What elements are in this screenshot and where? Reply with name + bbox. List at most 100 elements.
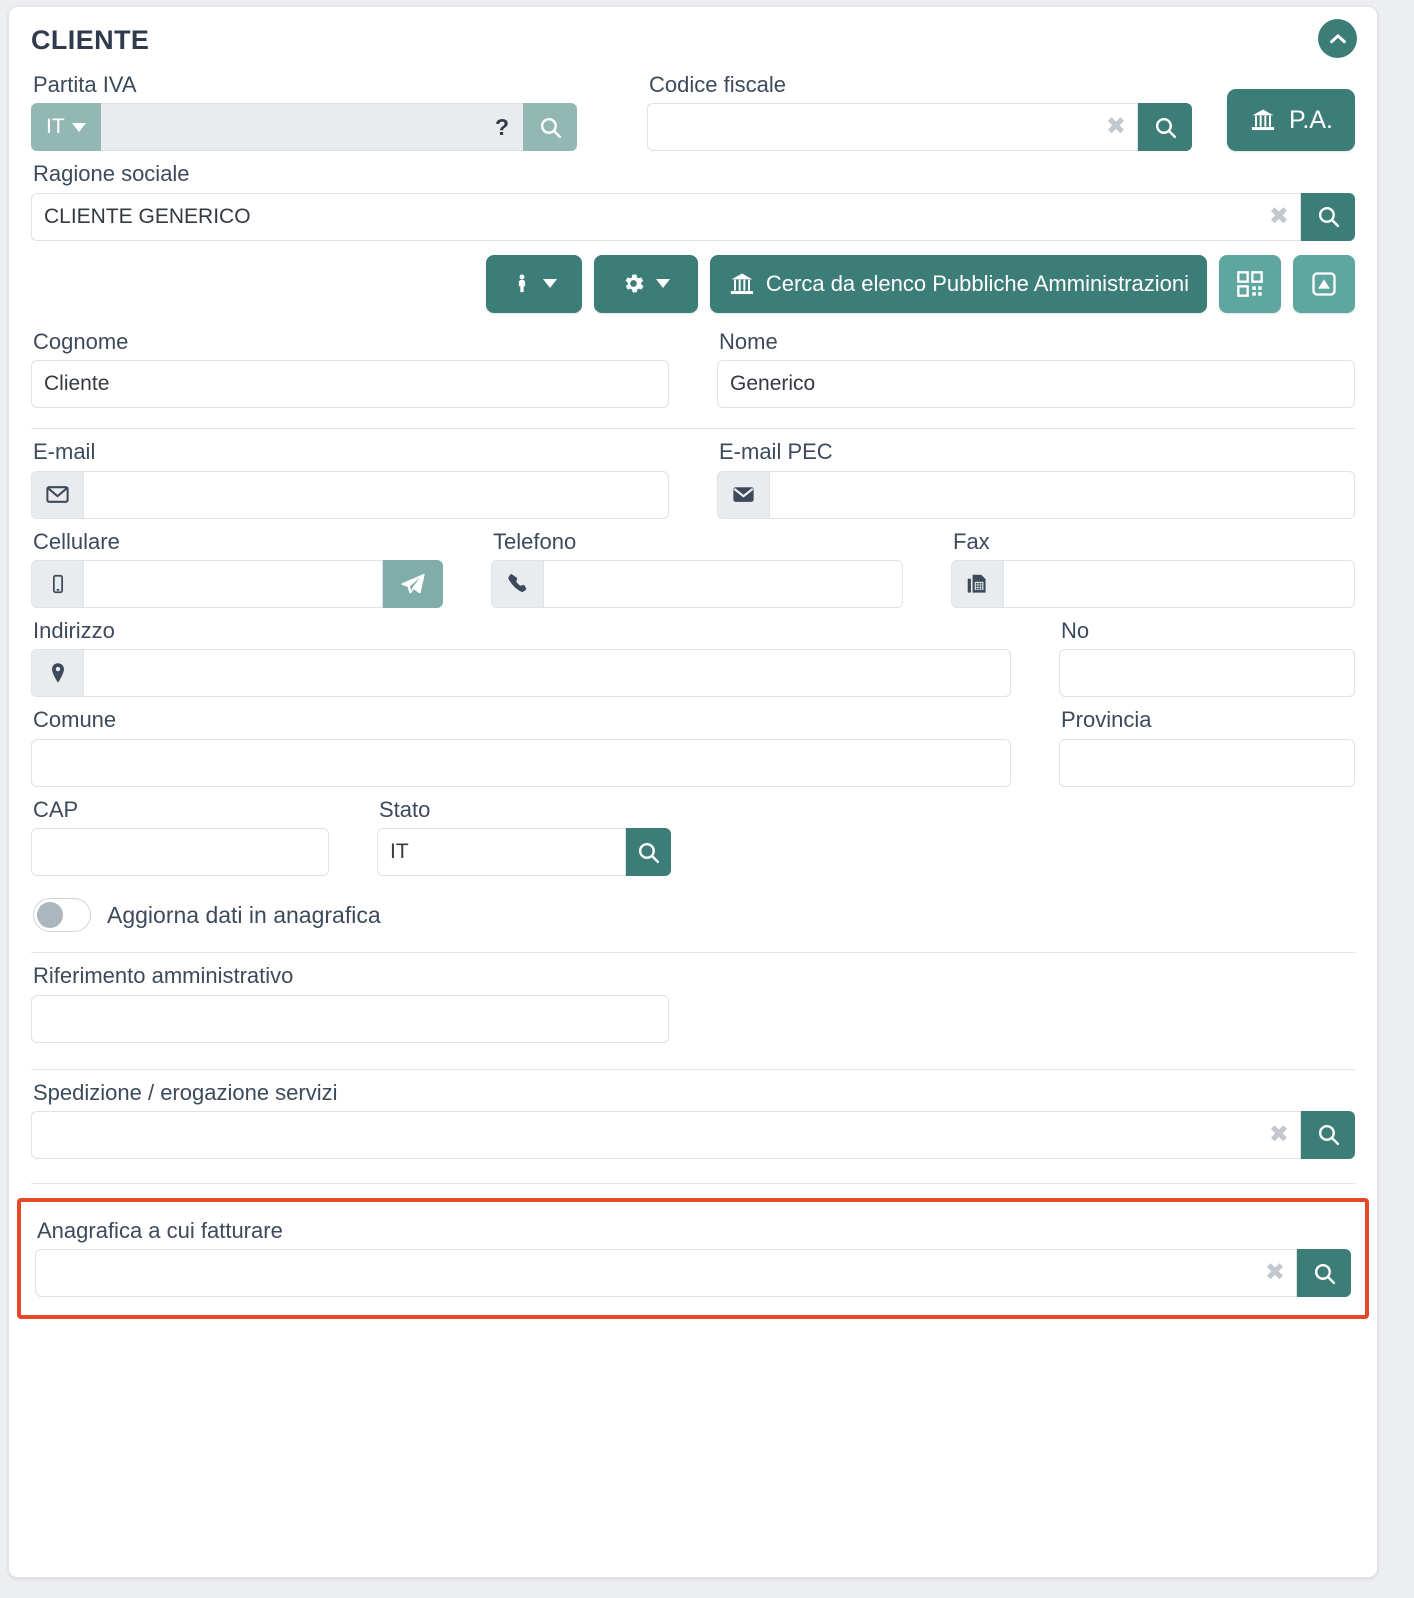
aggiorna-anagrafica-label: Aggiorna dati in anagrafica bbox=[107, 901, 381, 928]
phone-icon bbox=[491, 559, 543, 608]
card-header: CLIENTE bbox=[9, 7, 1377, 62]
envelope-filled-icon bbox=[717, 470, 769, 519]
spedizione-label: Spedizione / erogazione servizi bbox=[33, 1079, 338, 1105]
search-icon bbox=[1312, 1261, 1337, 1286]
numero-civico-input[interactable] bbox=[1059, 649, 1355, 698]
clear-x-icon[interactable]: ✖ bbox=[1268, 1120, 1289, 1148]
anagrafica-fatturare-search-button[interactable] bbox=[1297, 1249, 1351, 1298]
anagrafica-fatturare-label: Anagrafica a cui fatturare bbox=[37, 1217, 283, 1243]
person-dropdown-button[interactable] bbox=[485, 254, 582, 313]
ragione-sociale-label: Ragione sociale bbox=[33, 161, 190, 187]
fax-group bbox=[951, 559, 1355, 608]
provincia-label: Provincia bbox=[1061, 707, 1152, 733]
codice-fiscale-input[interactable] bbox=[647, 103, 1138, 152]
ragione-sociale-group: ✖ bbox=[31, 192, 1355, 241]
email-pec-group bbox=[717, 470, 1355, 519]
partita-iva-country-value: IT bbox=[46, 115, 65, 139]
chevron-up-icon bbox=[1327, 28, 1349, 50]
numero-civico-label: No bbox=[1061, 617, 1090, 643]
partita-iva-help-icon[interactable]: ? bbox=[488, 103, 523, 152]
anagrafica-fatturare-highlight: Anagrafica a cui fatturare ✖ bbox=[17, 1197, 1369, 1320]
divider bbox=[31, 428, 1355, 430]
provincia-input[interactable] bbox=[1059, 738, 1355, 787]
clear-x-icon[interactable]: ✖ bbox=[1268, 202, 1289, 230]
riferimento-amministrativo-input[interactable] bbox=[31, 994, 669, 1043]
cellulare-input[interactable] bbox=[83, 559, 383, 608]
spedizione-block: Spedizione / erogazione servizi ✖ bbox=[31, 1080, 1355, 1159]
stato-label: Stato bbox=[379, 796, 431, 822]
nome-input[interactable] bbox=[717, 360, 1355, 409]
bank-icon bbox=[728, 270, 756, 298]
fax-icon bbox=[951, 559, 1003, 608]
indirizzo-group bbox=[31, 649, 1011, 698]
codice-fiscale-search-button[interactable] bbox=[1138, 103, 1192, 152]
email-pec-label: E-mail PEC bbox=[719, 439, 833, 465]
email-input[interactable] bbox=[83, 470, 669, 519]
spedizione-search-button[interactable] bbox=[1301, 1110, 1355, 1159]
fax-label: Fax bbox=[953, 528, 990, 554]
partita-iva-label: Partita IVA bbox=[33, 72, 137, 97]
aggiorna-anagrafica-toggle[interactable] bbox=[33, 898, 91, 933]
anagrafica-fatturare-input[interactable] bbox=[35, 1249, 1297, 1298]
cellulare-send-button[interactable] bbox=[383, 559, 443, 608]
spedizione-group: ✖ bbox=[31, 1110, 1355, 1159]
ragione-sociale-input[interactable] bbox=[31, 192, 1301, 241]
comune-input[interactable] bbox=[31, 738, 1011, 787]
spedizione-input[interactable] bbox=[31, 1110, 1301, 1159]
codice-fiscale-label: Codice fiscale bbox=[649, 72, 786, 97]
cap-input[interactable] bbox=[31, 828, 329, 877]
anagrafica-fatturare-group: ✖ bbox=[35, 1249, 1351, 1298]
anagrafica-toolbar: Cerca da elenco Pubbliche Amministrazion… bbox=[31, 254, 1355, 313]
telefono-label: Telefono bbox=[493, 528, 577, 554]
cognome-label: Cognome bbox=[33, 328, 129, 354]
partita-iva-input[interactable] bbox=[100, 103, 489, 152]
email-pec-input[interactable] bbox=[769, 470, 1355, 519]
search-icon bbox=[538, 115, 563, 140]
indirizzo-label: Indirizzo bbox=[33, 617, 115, 643]
telefono-input[interactable] bbox=[543, 559, 903, 608]
divider bbox=[31, 1182, 1355, 1184]
cerca-pa-button[interactable]: Cerca da elenco Pubbliche Amministrazion… bbox=[709, 254, 1207, 313]
pa-button-label: P.A. bbox=[1288, 105, 1333, 134]
cerca-pa-button-label: Cerca da elenco Pubbliche Amministrazion… bbox=[765, 270, 1189, 296]
ragione-sociale-search-button[interactable] bbox=[1301, 192, 1355, 241]
caret-down-icon bbox=[71, 122, 86, 132]
search-icon bbox=[1316, 1122, 1341, 1147]
qr-code-button[interactable] bbox=[1219, 254, 1281, 313]
cognome-input[interactable] bbox=[31, 360, 669, 409]
image-upload-button[interactable] bbox=[1293, 254, 1355, 313]
nome-label: Nome bbox=[719, 328, 778, 354]
cliente-card: CLIENTE Partita IVA IT ? bbox=[8, 6, 1378, 1578]
clear-x-icon[interactable]: ✖ bbox=[1264, 1259, 1285, 1287]
ragione-sociale-block: Ragione sociale ✖ bbox=[31, 161, 1355, 241]
search-icon bbox=[1316, 204, 1341, 229]
cap-label: CAP bbox=[33, 796, 79, 822]
stato-input[interactable] bbox=[377, 828, 627, 877]
stato-search-button[interactable] bbox=[626, 828, 671, 877]
person-icon bbox=[511, 271, 533, 297]
map-pin-icon bbox=[31, 649, 83, 698]
cellulare-group bbox=[31, 559, 443, 608]
pa-button[interactable]: P.A. bbox=[1226, 89, 1355, 152]
envelope-outline-icon bbox=[31, 470, 83, 519]
search-icon bbox=[636, 840, 661, 865]
codice-fiscale-group: ✖ bbox=[647, 103, 1192, 152]
indirizzo-input[interactable] bbox=[83, 649, 1011, 698]
email-group bbox=[31, 470, 669, 519]
gear-dropdown-button[interactable] bbox=[593, 254, 698, 313]
partita-iva-country-select[interactable]: IT bbox=[31, 103, 101, 152]
email-label: E-mail bbox=[33, 439, 96, 465]
image-upload-icon bbox=[1310, 270, 1338, 298]
stato-group bbox=[377, 828, 671, 877]
clear-x-icon[interactable]: ✖ bbox=[1105, 113, 1126, 141]
caret-down-icon bbox=[656, 279, 671, 289]
qr-code-icon bbox=[1236, 270, 1264, 298]
fax-input[interactable] bbox=[1003, 559, 1355, 608]
collapse-section-button[interactable] bbox=[1318, 19, 1357, 58]
riferimento-amministrativo-label: Riferimento amministrativo bbox=[33, 963, 294, 989]
partita-iva-group: IT ? bbox=[31, 103, 577, 152]
comune-label: Comune bbox=[33, 707, 117, 733]
partita-iva-search-button[interactable] bbox=[523, 103, 577, 152]
divider bbox=[31, 1068, 1355, 1070]
riferimento-amministrativo-block: Riferimento amministrativo bbox=[31, 963, 1355, 1043]
